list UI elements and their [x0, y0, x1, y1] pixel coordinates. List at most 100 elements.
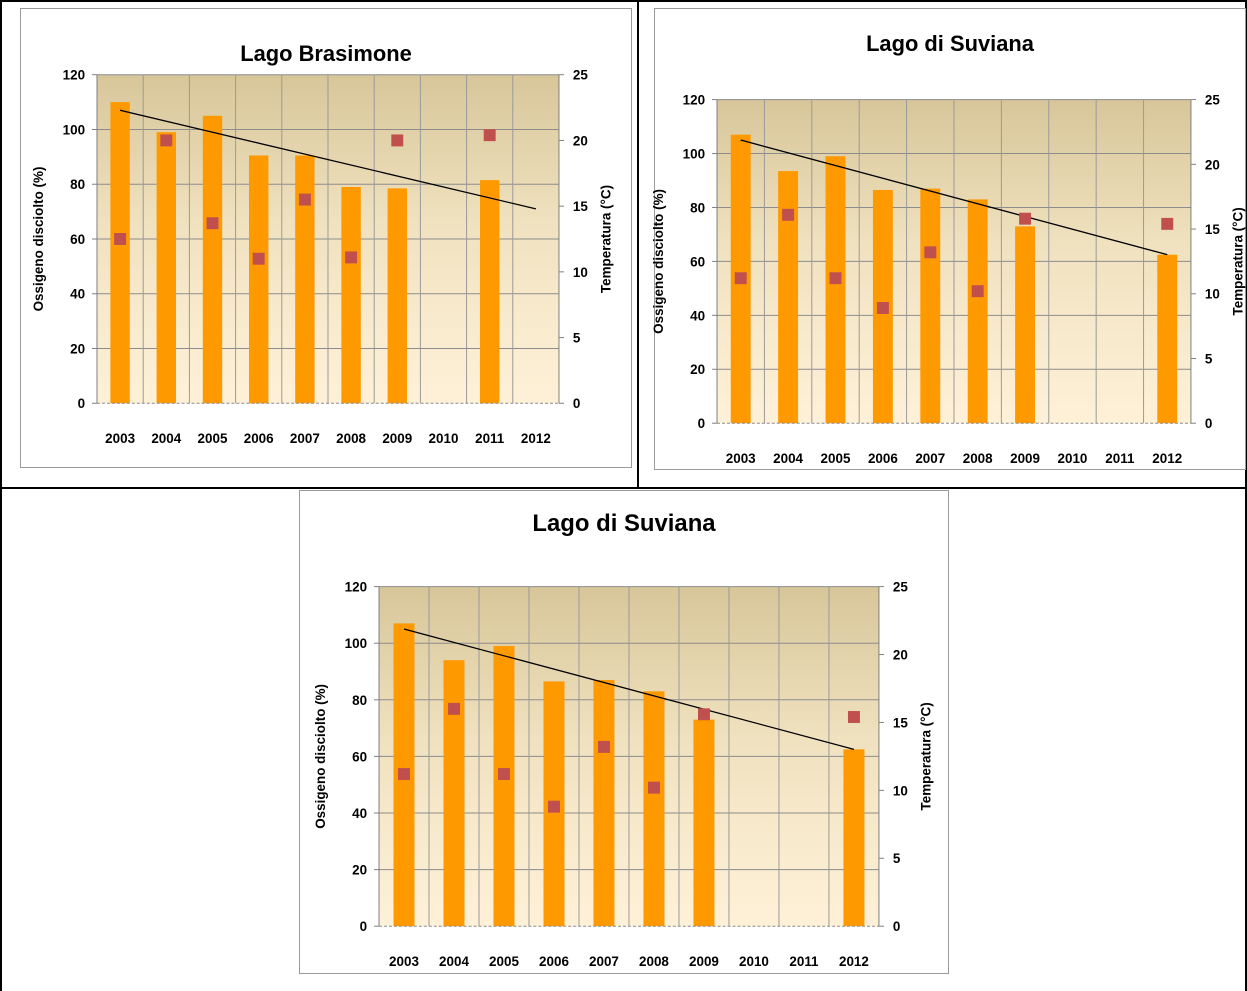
temperature-marker-2008: [345, 251, 358, 264]
y2-axis-title: Temperatura (°C): [599, 185, 614, 293]
temperature-marker-2004: [448, 702, 460, 715]
temperature-marker-2008: [648, 781, 660, 794]
temperature-marker-2007: [924, 246, 937, 259]
temperature-marker-2003: [114, 233, 127, 245]
x-tick-label: 2008: [336, 431, 366, 446]
temperature-marker-2003: [734, 272, 747, 285]
temperature-marker-2007: [298, 193, 311, 206]
bar-2004: [778, 171, 799, 424]
trend-line: [403, 628, 855, 750]
temperature-marker-2004: [782, 208, 795, 221]
chart-lago-brasimone: 0 20 40 60 80 100 120 0 5 10 15 20 25 2003 2004 2005 200…: [20, 8, 632, 468]
bar-2009: [693, 719, 715, 927]
x-tick-label: 2003: [105, 431, 135, 446]
frame-border-top: [0, 0, 1247, 2]
x-tick-label: 2009: [1010, 451, 1040, 466]
x-tick-label: 2005: [821, 451, 851, 466]
chart-lago-di-suviana-bottom: 0 20 40 60 80 100 120 0 5 10 15 20 25 2003 2004 2005 200…: [299, 490, 949, 974]
y-tick-label: 0: [360, 919, 367, 934]
bar-2005: [202, 115, 223, 404]
y2-tick-label: 0: [1205, 416, 1212, 431]
y-tick-label: 40: [70, 287, 85, 302]
y-tick-label: 120: [345, 580, 367, 595]
y2-tick-label: 20: [573, 133, 588, 148]
temperature-marker-2006: [876, 302, 889, 314]
x-tick-label: 2004: [439, 954, 469, 969]
frame-divider-vertical: [637, 0, 639, 489]
y2-tick-label: 10: [1205, 287, 1220, 302]
x-tick-label: 2003: [726, 451, 756, 466]
y-tick-label: 80: [352, 693, 367, 708]
bar-2008: [967, 199, 988, 424]
bar-2004: [443, 660, 465, 927]
frame-border-right: [1245, 0, 1247, 991]
temperature-marker-2011: [483, 129, 496, 142]
bar-2005: [493, 646, 515, 927]
temperature-marker-2005: [829, 272, 842, 285]
y2-axis-title: Temperatura (°C): [919, 702, 934, 810]
y2-tick-label: 5: [893, 851, 901, 866]
bar-2009: [387, 188, 407, 404]
y2-tick-label: 15: [573, 199, 588, 214]
temperature-marker-2005: [498, 768, 510, 781]
y2-tick-label: 25: [1205, 93, 1220, 108]
temperature-marker-2012: [1161, 217, 1174, 230]
x-tick-label: 2010: [739, 954, 769, 969]
temperature-marker-2004: [160, 134, 173, 147]
x-tick-label: 2009: [382, 431, 412, 446]
y-tick-label: 80: [70, 177, 85, 192]
x-tick-label: 2006: [539, 954, 569, 969]
y-tick-label: 20: [70, 341, 85, 356]
chart-title: Lago di Suviana: [866, 31, 1035, 56]
x-tick-label: 2007: [915, 451, 945, 466]
x-tick-label: 2003: [389, 954, 419, 969]
trend-line: [740, 139, 1168, 256]
temperature-marker-2007: [598, 740, 610, 753]
y-tick-label: 120: [63, 68, 85, 83]
y-tick-label: 60: [70, 232, 85, 247]
y2-tick-label: 20: [1205, 157, 1220, 172]
x-tick-label: 2009: [689, 954, 719, 969]
bar-2008: [643, 691, 665, 927]
y2-tick-label: 5: [1205, 351, 1213, 366]
temperature-marker-2003: [398, 768, 410, 781]
y-tick-label: 100: [345, 636, 367, 651]
trend-line: [119, 109, 537, 210]
y2-tick-label: 10: [893, 783, 908, 798]
x-tick-label: 2004: [773, 451, 803, 466]
y-axis-title: Ossigeno disciolto (%): [651, 189, 666, 334]
bar-2006: [248, 155, 269, 404]
bar-2007: [295, 155, 315, 404]
y2-tick-label: 15: [1205, 222, 1220, 237]
chart-title: Lago di Suviana: [532, 510, 716, 537]
x-tick-label: 2006: [868, 451, 898, 466]
temperature-marker-2008: [971, 285, 984, 298]
y2-axis-title: Temperatura (°C): [1231, 207, 1246, 315]
temperature-marker-2012: [847, 711, 860, 723]
x-tick-label: 2012: [521, 431, 551, 446]
bar-2007: [920, 188, 941, 424]
temperature-marker-2009: [1019, 212, 1032, 225]
x-tick-label: 2012: [1152, 451, 1182, 466]
temperature-marker-2009: [697, 708, 710, 721]
x-tick-label: 2011: [789, 954, 819, 969]
y-tick-label: 60: [352, 749, 367, 764]
bar-2005: [825, 156, 846, 424]
x-tick-label: 2010: [429, 431, 459, 446]
y2-tick-label: 5: [573, 331, 581, 346]
y2-tick-label: 10: [573, 265, 588, 280]
temperature-marker-2006: [252, 252, 265, 265]
y-tick-label: 80: [690, 200, 705, 215]
y-tick-label: 0: [698, 416, 705, 431]
frame-divider-horizontal: [0, 487, 1247, 489]
x-tick-label: 2007: [290, 431, 320, 446]
y-tick-label: 120: [683, 93, 705, 108]
y-tick-label: 100: [683, 147, 705, 162]
y-tick-label: 40: [690, 308, 705, 323]
x-tick-label: 2008: [963, 451, 993, 466]
bar-2009: [1015, 226, 1036, 424]
y2-tick-label: 25: [573, 68, 588, 83]
x-tick-label: 2007: [589, 954, 619, 969]
y-axis-title: Ossigeno disciolto (%): [313, 684, 328, 829]
bar-2012: [843, 749, 865, 927]
